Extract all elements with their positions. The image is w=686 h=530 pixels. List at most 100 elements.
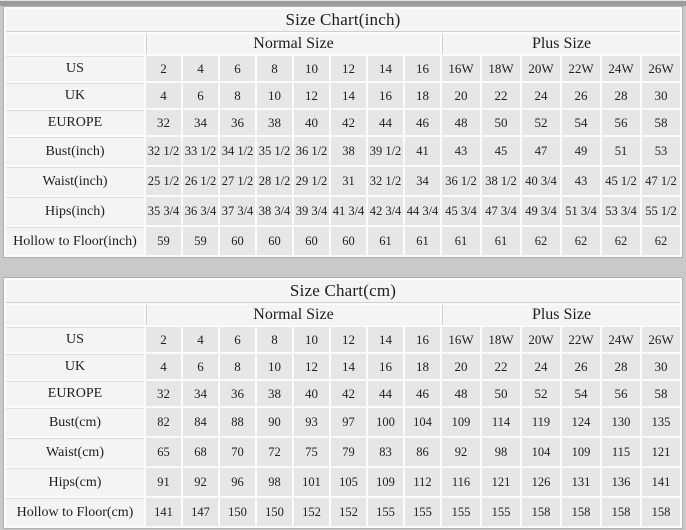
size-value-cell: 26 <box>562 354 600 379</box>
size-value-cell: 38 <box>257 110 292 135</box>
size-value-cell: 29 1/2 <box>294 167 329 195</box>
size-value-cell: 49 <box>562 137 600 165</box>
size-value-cell: 8 <box>220 83 255 108</box>
size-value-cell: 10 <box>294 327 329 352</box>
row-label: EUROPE <box>6 381 144 406</box>
size-value-cell: 51 3/4 <box>562 197 600 225</box>
size-value-cell: 40 3/4 <box>522 167 560 195</box>
size-value-cell: 45 1/2 <box>602 167 640 195</box>
size-rows-cm: US 2 4 6 8 10 12 14 16 16W 18W 20W 22W 24W 26W UK 4 6 8 10 1… <box>6 327 681 526</box>
size-value-cell: 6 <box>183 354 218 379</box>
size-value-cell: 22 <box>482 83 520 108</box>
size-value-cell: 44 3/4 <box>405 197 440 225</box>
size-value-cell: 28 <box>602 354 640 379</box>
size-value-cell: 24 <box>522 354 560 379</box>
size-value-cell: 33 1/2 <box>183 137 218 165</box>
size-value-cell: 54 <box>562 381 600 406</box>
size-value-cell: 34 1/2 <box>220 137 255 165</box>
size-value-cell: 114 <box>482 408 520 436</box>
size-value-cell: 26W <box>642 56 681 81</box>
size-value-cell: 90 <box>257 408 292 436</box>
size-value-cell: 92 <box>183 468 218 496</box>
size-value-cell: 14 <box>368 56 403 81</box>
size-value-cell: 42 3/4 <box>368 197 403 225</box>
size-value-cell: 41 3/4 <box>331 197 366 225</box>
size-value-cell: 61 <box>482 227 520 255</box>
size-value-cell: 34 <box>183 110 218 135</box>
size-value-cell: 24 <box>522 83 560 108</box>
size-value-cell: 22W <box>562 56 600 81</box>
size-value-cell: 97 <box>331 408 366 436</box>
size-value-cell: 130 <box>602 408 640 436</box>
table-row: UK 4 6 8 10 12 14 16 18 20 22 24 26 28 30 <box>6 354 681 379</box>
size-value-cell: 27 1/2 <box>220 167 255 195</box>
size-value-cell: 75 <box>294 438 329 466</box>
row-label: Waist(inch) <box>6 167 144 195</box>
size-value-cell: 62 <box>602 227 640 255</box>
size-chart-inch-table: Size Chart(inch) Normal Size Plus Size U… <box>3 6 684 258</box>
size-value-cell: 52 <box>522 381 560 406</box>
size-value-cell: 54 <box>562 110 600 135</box>
size-value-cell: 18 <box>405 354 440 379</box>
size-value-cell: 12 <box>331 56 366 81</box>
size-value-cell: 62 <box>642 227 681 255</box>
size-value-cell: 68 <box>183 438 218 466</box>
size-value-cell: 150 <box>220 498 255 526</box>
size-value-cell: 26 <box>562 83 600 108</box>
size-value-cell: 105 <box>331 468 366 496</box>
table-row: Hollow to Floor(inch) 59 59 60 60 60 60 61 61 61 6… <box>6 227 681 255</box>
size-value-cell: 32 1/2 <box>368 167 403 195</box>
size-value-cell: 155 <box>405 498 440 526</box>
size-value-cell: 14 <box>331 83 366 108</box>
row-label: Hips(inch) <box>6 197 144 225</box>
size-value-cell: 47 <box>522 137 560 165</box>
size-value-cell: 155 <box>368 498 403 526</box>
size-value-cell: 47 3/4 <box>482 197 520 225</box>
table-row: Hollow to Floor(cm) 141 147 150 150 152 152 155… <box>6 498 681 526</box>
size-value-cell: 158 <box>562 498 600 526</box>
size-value-cell: 6 <box>183 83 218 108</box>
size-value-cell: 152 <box>294 498 329 526</box>
title-row: Size Chart(cm) <box>6 280 681 303</box>
size-value-cell: 31 <box>331 167 366 195</box>
size-rows-inch: US 2 4 6 8 10 12 14 16 16W 18W 20W 22W 24W 26W UK 4 6 8 10 1… <box>6 56 681 255</box>
size-value-cell: 36 <box>220 381 255 406</box>
size-value-cell: 104 <box>522 438 560 466</box>
size-value-cell: 65 <box>146 438 181 466</box>
size-value-cell: 38 <box>257 381 292 406</box>
size-value-cell: 82 <box>146 408 181 436</box>
size-value-cell: 61 <box>442 227 480 255</box>
size-value-cell: 12 <box>331 327 366 352</box>
size-value-cell: 8 <box>257 327 292 352</box>
size-value-cell: 18W <box>482 56 520 81</box>
size-value-cell: 35 3/4 <box>146 197 181 225</box>
size-value-cell: 158 <box>602 498 640 526</box>
table-row: Waist(inch) 25 1/2 26 1/2 27 1/2 28 1/2 29 1/… <box>6 167 681 195</box>
size-value-cell: 55 1/2 <box>642 197 681 225</box>
section-normal-size: Normal Size <box>146 34 440 54</box>
table-row: US 2 4 6 8 10 12 14 16 16W 18W 20W 22W 24W 26W <box>6 327 681 352</box>
size-value-cell: 47 1/2 <box>642 167 681 195</box>
size-value-cell: 150 <box>257 498 292 526</box>
size-value-cell: 115 <box>602 438 640 466</box>
table-row: Bust(cm) 82 84 88 90 93 97 100 104 109 114 119 124 13… <box>6 408 681 436</box>
size-value-cell: 141 <box>146 498 181 526</box>
size-value-cell: 48 <box>442 110 480 135</box>
size-value-cell: 56 <box>602 381 640 406</box>
size-value-cell: 36 1/2 <box>294 137 329 165</box>
size-value-cell: 40 <box>294 381 329 406</box>
size-value-cell: 20W <box>522 56 560 81</box>
size-value-cell: 22 <box>482 354 520 379</box>
size-value-cell: 30 <box>642 83 681 108</box>
size-value-cell: 26W <box>642 327 681 352</box>
size-value-cell: 98 <box>482 438 520 466</box>
size-value-cell: 46 <box>405 110 440 135</box>
size-value-cell: 100 <box>368 408 403 436</box>
size-value-cell: 16W <box>442 56 480 81</box>
size-value-cell: 36 1/2 <box>442 167 480 195</box>
row-label: Hollow to Floor(cm) <box>6 498 144 526</box>
table-row: EUROPE 32 34 36 38 40 42 44 46 48 50 52 54 56 58 <box>6 381 681 406</box>
size-value-cell: 18 <box>405 83 440 108</box>
size-value-cell: 141 <box>642 468 681 496</box>
size-value-cell: 16 <box>368 354 403 379</box>
